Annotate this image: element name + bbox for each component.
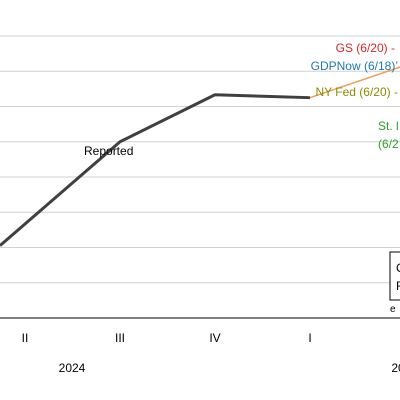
legend-box <box>389 251 400 301</box>
series-reported-line <box>0 93 311 247</box>
grid-lines <box>0 35 400 284</box>
annotation-stlouis-date: (6/2 <box>378 137 399 151</box>
series-forecast-line <box>309 66 400 99</box>
series-group <box>0 66 400 247</box>
x-tick-label: II <box>22 331 29 345</box>
reported-label: Reported <box>84 144 133 158</box>
x-ticks: IIIIIIVIII202420 <box>22 331 400 375</box>
annotation-nyfed: NY Fed (6/20) - <box>316 85 399 99</box>
legend-line-1: C <box>396 261 400 275</box>
annotation-stlouis: St. l <box>378 119 399 133</box>
x-tick-label: III <box>115 331 125 345</box>
x-tick-label: IV <box>209 331 220 345</box>
annotation-gdpnow: GDPNow (6/18)’ <box>311 59 398 73</box>
footnote-fragment: e <box>390 304 396 315</box>
legend-line-2: F <box>396 279 400 293</box>
year-label: 20 <box>391 361 400 375</box>
year-label: 2024 <box>59 361 86 375</box>
annotation-gs: GS (6/20) - <box>336 41 395 55</box>
x-tick-label: I <box>308 331 311 345</box>
